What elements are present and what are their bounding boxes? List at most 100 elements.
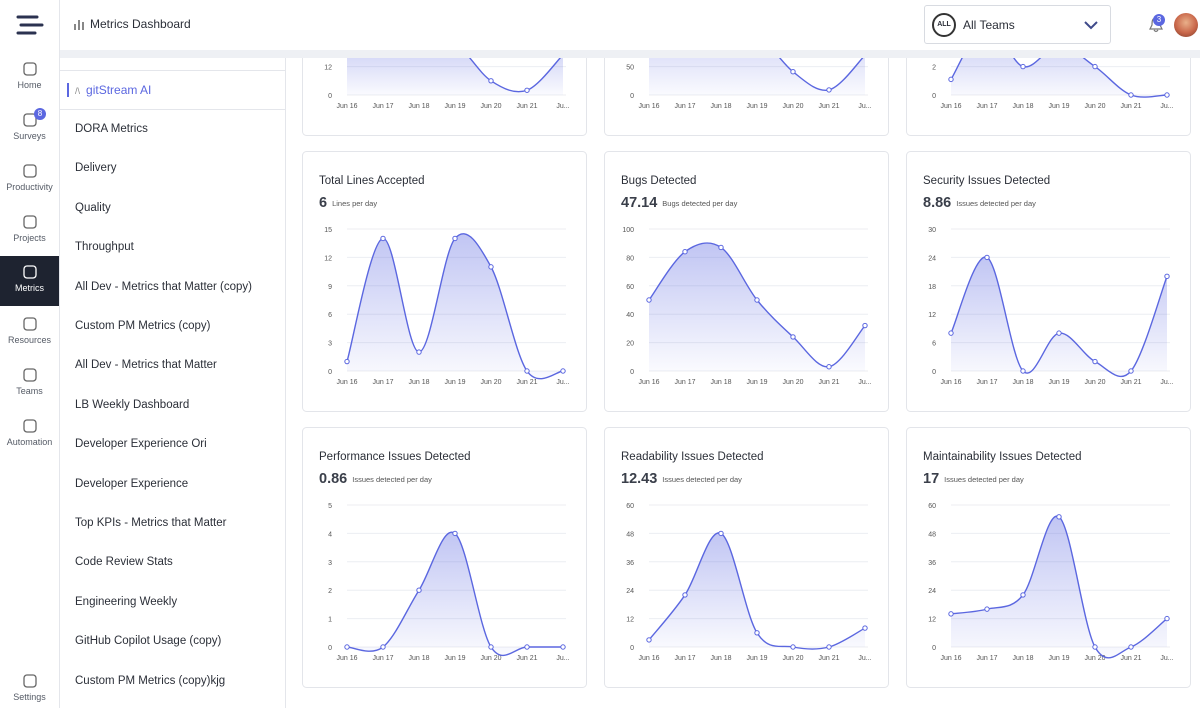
point	[826, 644, 832, 650]
point	[718, 244, 724, 251]
area	[951, 256, 1167, 377]
dashboard-link[interactable]: Quality	[75, 201, 111, 214]
x-tick-label: Ju...	[556, 103, 569, 110]
dashboard-link[interactable]: Code Review Stats	[75, 556, 173, 569]
dashboard-link[interactable]: Developer Experience	[75, 477, 189, 490]
area	[649, 242, 865, 371]
y-tick-label: 60	[928, 503, 936, 510]
x-tick-label: Jun 20	[480, 103, 501, 110]
active-dashboard[interactable]: /\ gitStream AI	[75, 83, 152, 97]
x-tick-label: Jun 20	[1084, 655, 1105, 662]
point	[524, 368, 530, 374]
chart-title: Total Lines Accepted	[319, 175, 425, 187]
dashboard-link[interactable]: All Dev - Metrics that Matter	[75, 359, 217, 372]
chart-card: Bugs Detected 47.14 Bugs detected per day 0…	[604, 151, 889, 412]
point	[524, 644, 530, 650]
nav-item[interactable]: Productivity	[0, 155, 59, 205]
point	[380, 644, 386, 650]
point	[1092, 358, 1098, 365]
nav-icon-shape	[22, 317, 37, 331]
area	[347, 233, 563, 379]
nav-item[interactable]: Automation	[0, 410, 59, 460]
y-tick-label: 36	[928, 560, 936, 567]
area	[347, 532, 563, 656]
page-title: Metrics Dashboard	[90, 17, 191, 31]
nav-label: Metrics	[15, 283, 44, 293]
area	[649, 532, 865, 650]
nav-icon	[22, 317, 37, 331]
point	[948, 611, 954, 617]
nav-item[interactable]: Metrics	[0, 256, 59, 306]
y-tick-label: 24	[928, 255, 936, 262]
point	[488, 264, 494, 270]
nav-label: Surveys	[13, 131, 46, 141]
point	[488, 644, 494, 650]
x-tick-label: Ju...	[1160, 379, 1173, 386]
chart-card: Readability Issues Detected 12.43 Issues d…	[604, 427, 889, 688]
y-tick-label: 100	[622, 227, 634, 234]
summary-label: Lines per day	[332, 199, 377, 208]
y-tick-label: 20	[626, 341, 634, 348]
summary: 8.86 Issues detected per day	[923, 195, 1036, 211]
dashboard-link[interactable]: Top KPIs - Metrics that Matter	[75, 517, 227, 529]
nav-icon-shape	[22, 113, 37, 127]
dashboard-link[interactable]: LB Weekly Dashboard	[75, 398, 190, 411]
dashboard-icon	[74, 20, 84, 30]
nav-item[interactable]: Resources	[0, 308, 59, 358]
nav-label: Resources	[7, 335, 52, 345]
x-tick-label: Jun 20	[782, 655, 803, 662]
nav-icon	[22, 62, 37, 76]
nav-item[interactable]: Teams	[0, 359, 59, 409]
area	[951, 516, 1167, 658]
nav-item[interactable]: Surveys 8	[0, 104, 59, 154]
dashboard-link[interactable]: GitHub Copilot Usage (copy)	[75, 635, 222, 648]
nav-icon	[22, 265, 37, 279]
nav-item[interactable]: Settings	[0, 665, 59, 715]
dashboard-link[interactable]: Custom PM Metrics (copy)kjg	[75, 674, 226, 687]
dashboard-link[interactable]: All Dev - Metrics that Matter (copy)	[75, 280, 253, 293]
dashboard-link[interactable]: Custom PM Metrics (copy)	[75, 320, 211, 332]
card	[604, 151, 889, 412]
dashboard-link[interactable]: Delivery	[75, 162, 117, 175]
logo[interactable]	[15, 12, 45, 38]
dashboard-link[interactable]: DORA Metrics	[75, 123, 148, 135]
y-tick-label: 6	[328, 312, 332, 319]
point	[380, 235, 386, 242]
x-tick-label: Jun 17	[372, 655, 393, 662]
x-tick-label: Jun 21	[1120, 103, 1141, 110]
nav-item[interactable]: Home	[0, 53, 59, 103]
y-tick-label: 0	[328, 93, 332, 100]
summary-label: Bugs detected per day	[662, 199, 737, 208]
point	[1020, 368, 1026, 374]
x-tick-label: Jun 19	[746, 103, 767, 110]
x-tick-label: Jun 20	[1084, 379, 1105, 386]
point	[718, 530, 724, 537]
y-tick-label: 0	[932, 645, 936, 652]
y-tick-label: 12	[324, 255, 332, 262]
point	[416, 349, 422, 355]
x-tick-label: Ju...	[858, 379, 871, 386]
chart-title: Performance Issues Detected	[319, 451, 471, 463]
y-tick-label: 12	[626, 617, 634, 624]
x-tick-label: Jun 16	[336, 103, 357, 110]
summary: 6 Lines per day	[319, 195, 377, 211]
team-selector[interactable]: ALL All Teams	[924, 5, 1111, 44]
point	[754, 630, 760, 636]
x-tick-label: Ju...	[1160, 103, 1173, 110]
summary-label: Issues detected per day	[352, 475, 432, 484]
nav-icon-shape	[22, 368, 37, 382]
area	[347, 58, 563, 95]
header: Metrics Dashboard ALL All Teams 3	[60, 0, 1200, 51]
summary-label: Issues detected per day	[956, 199, 1036, 208]
avatar[interactable]	[1174, 13, 1198, 37]
nav-item[interactable]: Projects	[0, 206, 59, 256]
dashboard-link[interactable]: Developer Experience Ori	[75, 438, 207, 451]
dashboard-link[interactable]: Engineering Weekly	[75, 595, 178, 608]
dashboard-link[interactable]: Throughput	[75, 241, 134, 254]
summary-value: 12.43	[621, 471, 657, 487]
nav-icon-shape	[22, 674, 37, 688]
nav-label: Automation	[6, 437, 53, 447]
nav-label: Projects	[13, 233, 46, 243]
point	[344, 358, 350, 365]
